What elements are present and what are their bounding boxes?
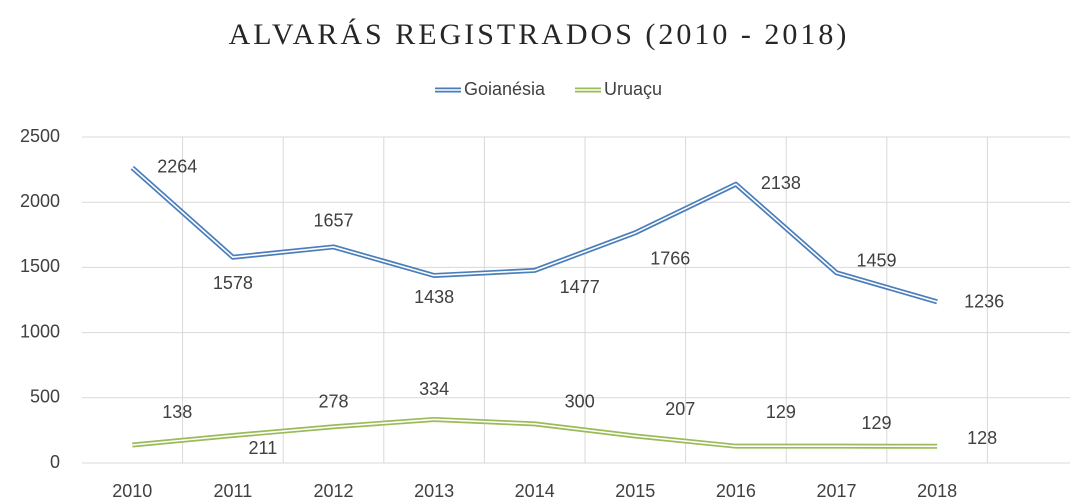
line-inner <box>132 418 938 448</box>
data-label: 300 <box>565 392 595 412</box>
x-tick-label: 2013 <box>414 481 454 501</box>
data-label: 1657 <box>313 211 353 231</box>
legend-label: Uruaçu <box>604 79 662 99</box>
y-tick-label: 2500 <box>20 126 60 146</box>
x-tick-label: 2016 <box>716 481 756 501</box>
x-tick-label: 2018 <box>917 481 957 501</box>
y-tick-label: 2000 <box>20 191 60 211</box>
line <box>130 165 938 305</box>
y-tick-label: 1000 <box>20 321 60 341</box>
x-tick-label: 2015 <box>615 481 655 501</box>
chart-title: ALVARÁS REGISTRADOS (2010 - 2018) <box>229 18 850 51</box>
data-label: 2264 <box>157 157 197 177</box>
x-tick-label: 2017 <box>816 481 856 501</box>
data-label: 129 <box>766 402 796 422</box>
data-label: 1459 <box>856 250 896 270</box>
y-tick-label: 500 <box>30 387 60 407</box>
data-label: 1438 <box>414 287 454 307</box>
x-tick-label: 2012 <box>313 481 353 501</box>
x-tick-label: 2010 <box>112 481 152 501</box>
data-label: 207 <box>665 399 695 419</box>
data-label: 1578 <box>213 273 253 293</box>
data-label: 211 <box>249 438 278 458</box>
y-tick-label: 1500 <box>20 256 60 276</box>
data-label: 1477 <box>560 277 600 297</box>
data-label: 129 <box>861 413 891 433</box>
data-label: 1236 <box>964 292 1004 312</box>
line-inner <box>131 167 938 303</box>
data-label: 2138 <box>761 173 801 193</box>
x-tick-label: 2014 <box>515 481 555 501</box>
y-tick-label: 0 <box>50 452 60 472</box>
data-label: 278 <box>318 391 348 411</box>
legend-label: Goianésia <box>464 79 546 99</box>
x-tick-label: 2011 <box>214 481 253 501</box>
data-label: 1766 <box>650 248 690 268</box>
data-label: 128 <box>967 428 997 448</box>
data-label: 334 <box>419 379 449 399</box>
data-label: 138 <box>162 402 192 422</box>
